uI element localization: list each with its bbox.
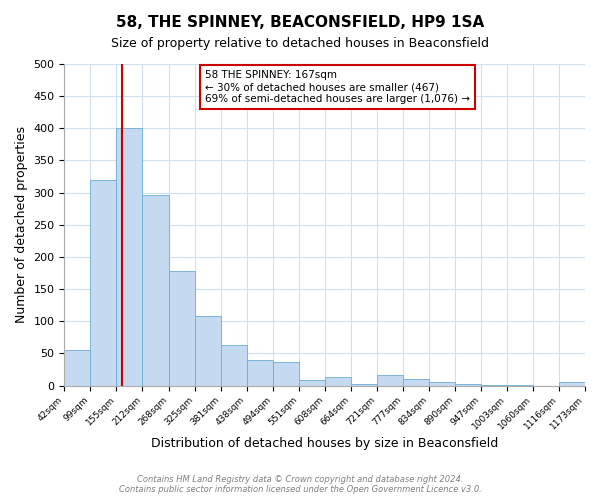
Bar bbox=[194, 316, 221, 386]
Bar bbox=[272, 362, 299, 386]
Bar bbox=[325, 377, 351, 386]
Text: 58 THE SPINNEY: 167sqm
← 30% of detached houses are smaller (467)
69% of semi-de: 58 THE SPINNEY: 167sqm ← 30% of detached… bbox=[205, 70, 470, 104]
Bar bbox=[221, 345, 247, 386]
Bar bbox=[507, 385, 533, 386]
Bar bbox=[299, 380, 325, 386]
Bar bbox=[429, 382, 455, 386]
Text: 58, THE SPINNEY, BEACONSFIELD, HP9 1SA: 58, THE SPINNEY, BEACONSFIELD, HP9 1SA bbox=[116, 15, 484, 30]
Bar bbox=[247, 360, 272, 386]
X-axis label: Distribution of detached houses by size in Beaconsfield: Distribution of detached houses by size … bbox=[151, 437, 499, 450]
Bar bbox=[116, 128, 142, 386]
Text: Contains HM Land Registry data © Crown copyright and database right 2024.
Contai: Contains HM Land Registry data © Crown c… bbox=[119, 475, 481, 494]
Bar bbox=[64, 350, 91, 386]
Bar bbox=[91, 180, 116, 386]
Bar bbox=[455, 384, 481, 386]
Bar bbox=[403, 379, 429, 386]
Bar bbox=[559, 382, 585, 386]
Bar bbox=[351, 384, 377, 386]
Bar bbox=[377, 374, 403, 386]
Text: Size of property relative to detached houses in Beaconsfield: Size of property relative to detached ho… bbox=[111, 38, 489, 51]
Y-axis label: Number of detached properties: Number of detached properties bbox=[15, 126, 28, 324]
Bar bbox=[142, 194, 169, 386]
Bar bbox=[481, 385, 507, 386]
Bar bbox=[169, 271, 194, 386]
